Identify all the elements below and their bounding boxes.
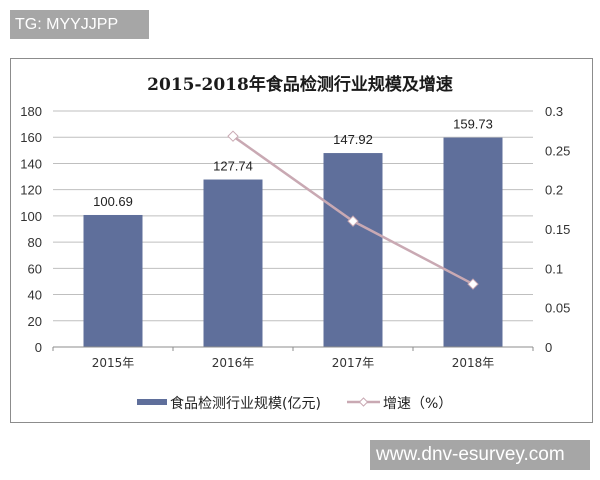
bar-series: 100.69 127.74 147.92 159.73 bbox=[83, 117, 503, 347]
legend-bar-label: 食品检测行业规模(亿元) bbox=[170, 395, 321, 412]
category-labels: 2015年 2016年 2017年 2018年 bbox=[92, 356, 495, 370]
right-tick-label: 0.1 bbox=[545, 261, 563, 276]
bar bbox=[203, 179, 263, 347]
diamond-marker-icon bbox=[227, 130, 239, 142]
watermark-bottom: www.dnv-esurvey.com bbox=[370, 440, 590, 470]
left-tick-label: 160 bbox=[20, 130, 42, 145]
bar-data-label: 159.73 bbox=[453, 117, 493, 132]
bar-data-label: 127.74 bbox=[213, 159, 253, 174]
right-tick-label: 0.15 bbox=[545, 222, 570, 237]
right-axis-ticks: 0 0.05 0.1 0.15 0.2 0.25 0.3 bbox=[545, 104, 570, 355]
bar bbox=[323, 153, 383, 347]
legend: 食品检测行业规模(亿元) 增速（%） bbox=[137, 395, 452, 412]
legend-bar-swatch bbox=[137, 399, 167, 405]
right-tick-label: 0.3 bbox=[545, 104, 563, 119]
right-tick-label: 0.05 bbox=[545, 301, 570, 316]
left-tick-label: 0 bbox=[35, 340, 42, 355]
line-series bbox=[227, 130, 479, 290]
left-tick-label: 140 bbox=[20, 156, 42, 171]
bar bbox=[443, 137, 503, 347]
diamond-marker-icon bbox=[467, 278, 479, 290]
right-tick-label: 0.2 bbox=[545, 183, 563, 198]
left-tick-label: 120 bbox=[20, 183, 42, 198]
legend-diamond-marker-icon bbox=[358, 397, 369, 407]
left-tick-label: 100 bbox=[20, 209, 42, 224]
chart-title: 2015-2018年食品检测行业规模及增速 bbox=[147, 74, 453, 95]
bar-data-label: 100.69 bbox=[93, 194, 133, 209]
right-tick-label: 0 bbox=[545, 340, 552, 355]
right-tick-label: 0.25 bbox=[545, 143, 570, 158]
left-tick-label: 40 bbox=[28, 288, 42, 303]
bar-data-label: 147.92 bbox=[333, 132, 373, 147]
left-tick-label: 80 bbox=[28, 235, 42, 250]
bar bbox=[83, 214, 143, 347]
watermark-top: TG: MYYJJPP bbox=[10, 10, 149, 39]
x-axis bbox=[52, 346, 534, 351]
left-axis-ticks: 0 20 40 60 80 100 120 140 160 180 bbox=[20, 104, 42, 355]
left-tick-label: 60 bbox=[28, 261, 42, 276]
category-label: 2017年 bbox=[332, 356, 375, 370]
category-label: 2015年 bbox=[92, 356, 135, 370]
category-label: 2018年 bbox=[452, 356, 495, 370]
category-label: 2016年 bbox=[212, 356, 255, 370]
left-tick-label: 180 bbox=[20, 104, 42, 119]
diamond-marker-icon bbox=[347, 215, 359, 227]
legend-line-label: 增速（%） bbox=[383, 396, 452, 412]
left-tick-label: 20 bbox=[28, 314, 42, 329]
